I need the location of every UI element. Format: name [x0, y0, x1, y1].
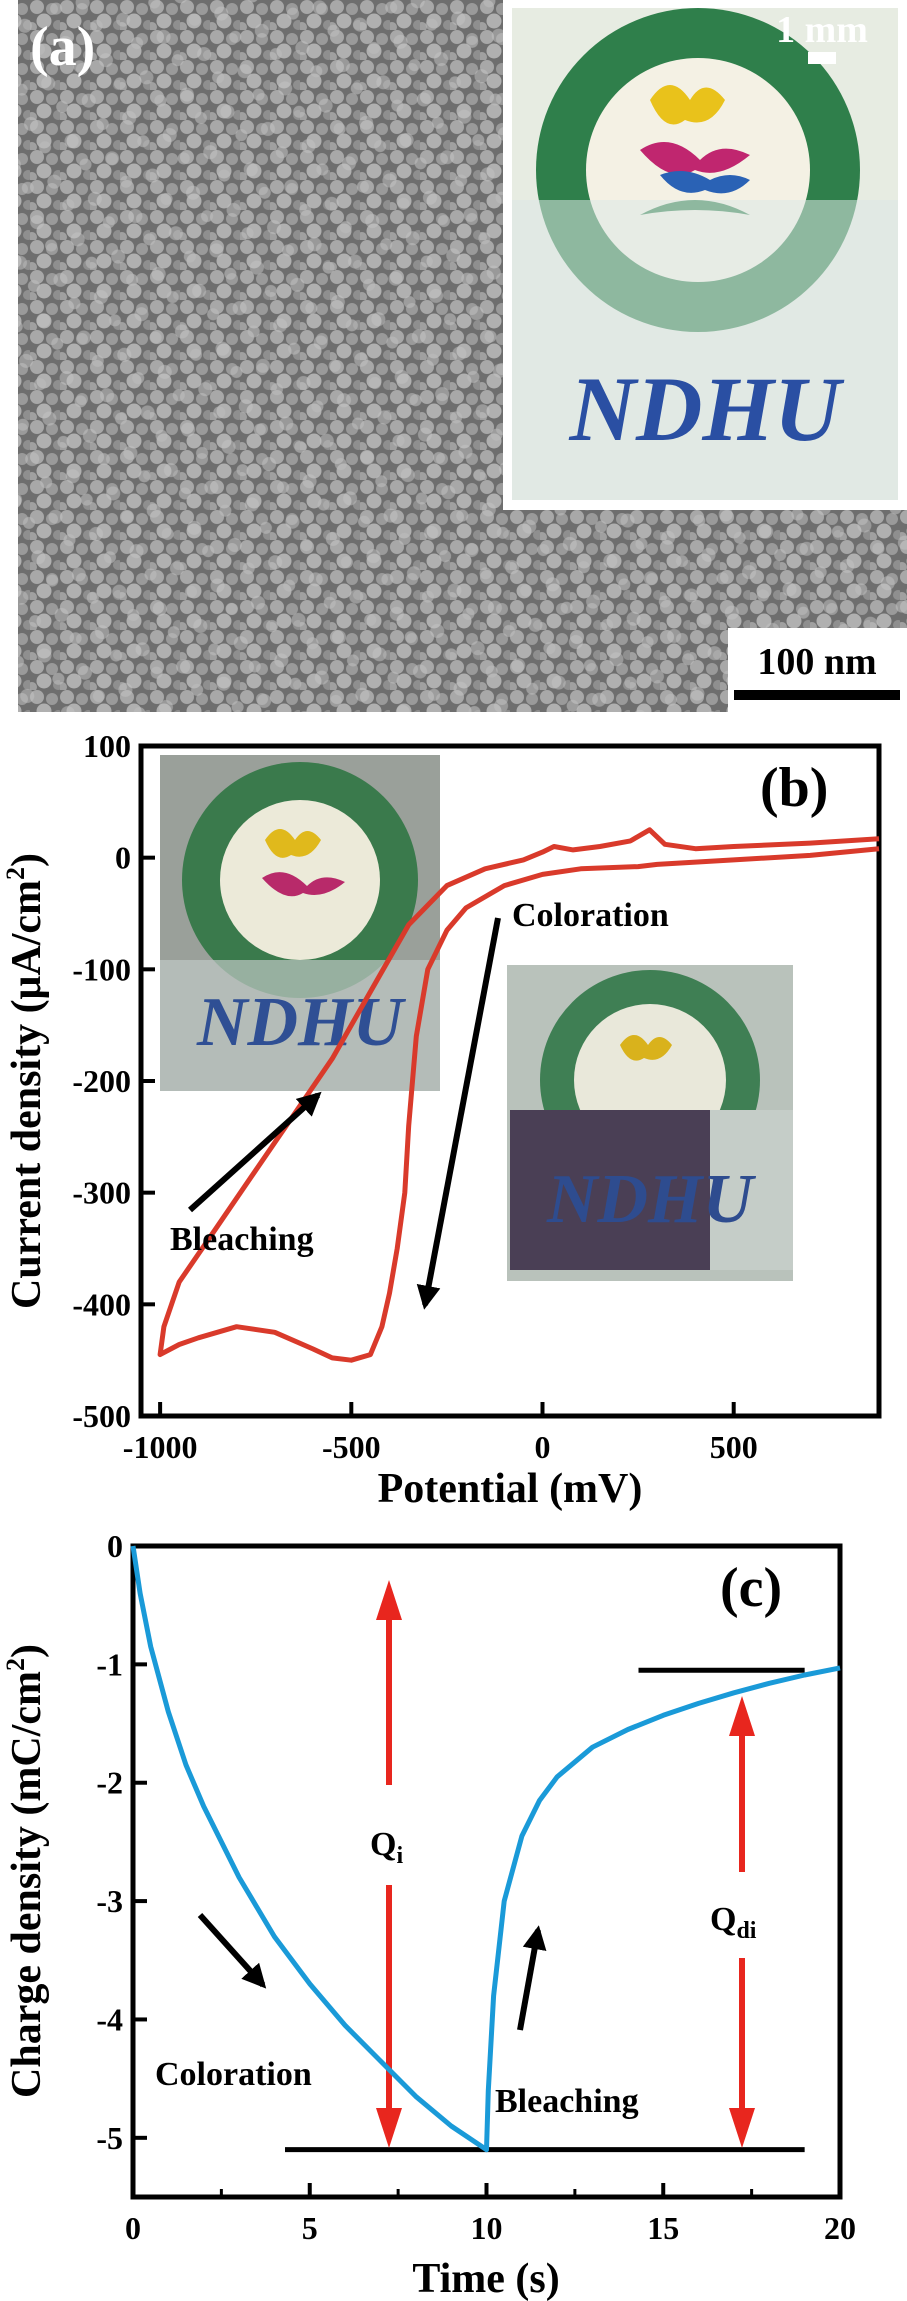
b-xtick-label: -1000: [123, 1429, 198, 1465]
b-ytick-label: -400: [72, 1286, 131, 1322]
c-ytick-label: -3: [96, 1883, 123, 1919]
c-ytick-label: -5: [96, 2120, 123, 2156]
b-xtick-label: -500: [322, 1429, 381, 1465]
c-ytick-label: -4: [96, 2001, 123, 2037]
inset-b-left-logo-text: NDHU: [196, 984, 407, 1061]
qi-label: Qi: [370, 1826, 403, 1869]
b-ytick-label: 100: [83, 728, 131, 764]
c-yaxis-title-sup: 2: [1, 1658, 30, 1671]
b-xtick-label: 500: [710, 1429, 758, 1465]
c-coloration-label: Coloration: [155, 2056, 312, 2093]
b-yaxis-title: Current density (μA/cm2): [1, 853, 50, 1309]
c-yaxis-title-close: ): [4, 1644, 50, 1658]
c-bleaching-label: Bleaching: [495, 2083, 639, 2120]
c-xtick-label: 10: [471, 2210, 503, 2246]
scalebar-100nm-label: 100 nm: [757, 641, 876, 683]
scalebar-100nm: [734, 690, 900, 700]
qdi-double-arrow: [729, 1696, 755, 2148]
panel-c-label: (c): [720, 1557, 782, 1619]
c-xtick-label: 20: [824, 2210, 856, 2246]
scalebar-1mm-label: 1 mm: [776, 9, 868, 51]
qdi-label-sub: di: [736, 1918, 756, 1944]
c-y-ticks: 0 -1 -2 -3 -4 -5: [96, 1528, 147, 2156]
cv-curve: [157, 827, 880, 1363]
qdi-label-main: Q: [710, 1901, 736, 1938]
c-ytick-label: -1: [96, 1646, 123, 1682]
qi-label-main: Q: [370, 1826, 396, 1863]
b-ytick-label: -200: [72, 1063, 131, 1099]
b-y-ticks: 100 0 -100 -200 -300 -400 -500: [72, 728, 155, 1434]
panel-b: 1000-100-200-300-400-500 -1000 -500 0 500 N…: [1, 728, 882, 1512]
logo-flower-icon: [650, 85, 725, 125]
b-xaxis-title: Potential (mV): [378, 1466, 643, 1512]
c-coloration-arrow: [197, 1912, 267, 1989]
charge-curve: [130, 1545, 841, 2153]
c-x-ticks: 0 5 10 15 20: [125, 2183, 856, 2246]
b-yaxis-title-main: Current density (μA/cm: [4, 880, 50, 1309]
panel-a: (a) NDHU 1 mm 100 nm: [18, 0, 907, 712]
inset-a-logo-text: NDHU: [569, 358, 845, 460]
qi-double-arrow: [376, 1580, 402, 2148]
inset-b-right-logo-text: NDHU: [546, 1161, 757, 1238]
b-coloration-arrow: [416, 917, 501, 1310]
b-ytick-label: -100: [72, 951, 131, 987]
c-ytick-label: -2: [96, 1765, 123, 1801]
c-xaxis-title: Time (s): [412, 2256, 559, 2301]
panel-a-label: (a): [30, 16, 95, 78]
b-ytick-label: -300: [72, 1175, 131, 1211]
b-yaxis-title-close: ): [4, 853, 50, 867]
c-xtick-label: 15: [647, 2210, 679, 2246]
scalebar-1mm: [808, 52, 836, 64]
c-bleaching-arrow: [517, 1925, 547, 2031]
b-xtick-label: 0: [535, 1429, 551, 1465]
b-x-ticks: -1000 -500 0 500: [123, 1402, 758, 1465]
b-coloration-label: Coloration: [512, 897, 669, 934]
inset-photo-b-right: NDHU: [507, 965, 793, 1281]
panel-c: 0 -1 -2 -3 -4 -5 0 5 10 15 20 (c) Qi Qdi Colorati…: [1, 1528, 856, 2301]
inset-photo-b-left: NDHU: [160, 755, 440, 1091]
c-yaxis-title-main: Charge density (mC/cm: [4, 1671, 50, 2098]
b-ytick-label: -500: [72, 1398, 131, 1434]
qi-label-sub: i: [396, 1843, 403, 1869]
panel-b-label: (b): [760, 757, 828, 819]
b-ytick-label: 0: [115, 840, 131, 876]
b-yaxis-title-sup: 2: [1, 867, 30, 880]
b-bleaching-label: Bleaching: [170, 1221, 314, 1258]
c-ytick-label: 0: [107, 1528, 123, 1564]
qdi-label: Qdi: [710, 1901, 757, 1944]
c-xtick-label: 5: [302, 2210, 318, 2246]
c-yaxis-title: Charge density (mC/cm2): [1, 1644, 50, 2098]
b-bleaching-arrow: [187, 1091, 322, 1213]
c-xtick-label: 0: [125, 2210, 141, 2246]
inset-photo-a: NDHU: [503, 0, 907, 510]
